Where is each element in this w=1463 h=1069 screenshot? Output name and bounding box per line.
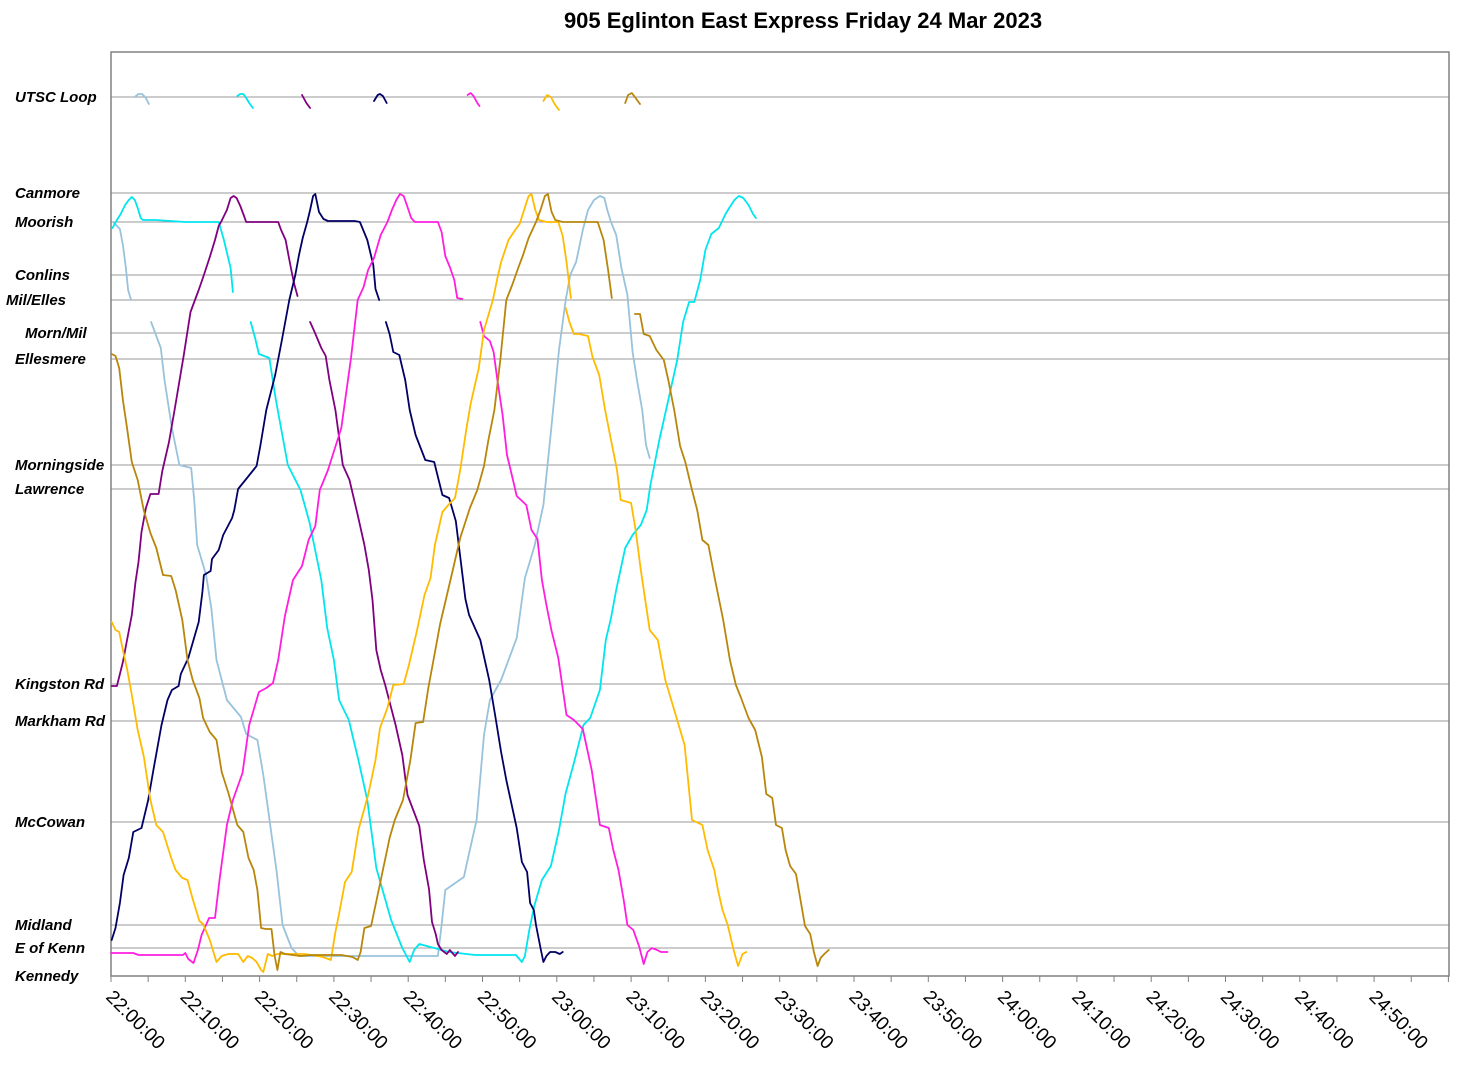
trip-trace — [249, 195, 757, 963]
trip-trace — [111, 196, 234, 293]
x-tick-label: 23:50:00 — [919, 987, 986, 1054]
trip-trace — [133, 93, 150, 105]
x-tick-label: 22:40:00 — [399, 987, 466, 1054]
stop-label-markham-rd: Markham Rd — [15, 713, 106, 730]
x-tick-label: 23:10:00 — [622, 987, 689, 1054]
trip-trace — [110, 193, 572, 973]
x-tick-label: 24:40:00 — [1290, 987, 1357, 1054]
plot-area-frame — [110, 51, 1450, 977]
x-tick-label: 24:30:00 — [1216, 987, 1283, 1054]
vehicle-traces — [110, 92, 830, 973]
trip-trace — [110, 195, 299, 687]
stop-label-midland: Midland — [15, 917, 72, 934]
stop-label-mccowan: McCowan — [15, 814, 85, 831]
x-tick-label: 22:10:00 — [176, 987, 243, 1054]
x-tick-label: 22:30:00 — [324, 987, 391, 1054]
stop-label-kingston-rd: Kingston Rd — [15, 676, 105, 693]
trip-trace — [110, 193, 381, 941]
trip-trace — [542, 94, 560, 111]
series-3 — [110, 94, 459, 957]
trip-trace — [112, 221, 133, 301]
trip-trace — [110, 193, 613, 971]
x-tick-label: 22:00:00 — [101, 987, 168, 1054]
trip-trace — [564, 307, 748, 967]
trip-trace — [301, 94, 312, 109]
stop-label-e-of-kenn: E of Kenn — [15, 940, 85, 957]
trip-trace — [110, 193, 464, 964]
x-axis-tick-labels: 22:00:00 22:10:00 22:20:00 22:30:00 22:40:00… — [101, 987, 1431, 1054]
series-1 — [112, 93, 651, 957]
stop-label-canmore: Canmore — [15, 185, 80, 202]
trip-trace — [236, 93, 254, 109]
x-tick-label: 24:10:00 — [1067, 987, 1134, 1054]
trip-trace — [150, 195, 651, 957]
grid-lines — [111, 96, 1449, 949]
x-tick-label: 24:50:00 — [1365, 987, 1432, 1054]
stop-label-conlins: Conlins — [15, 267, 70, 284]
chart-title: 905 Eglinton East Express Friday 24 Mar … — [564, 8, 1042, 33]
trip-trace — [466, 92, 481, 107]
trip-trace — [479, 321, 669, 965]
stop-label-ellesmere: Ellesmere — [15, 351, 86, 368]
stop-label-lawrence: Lawrence — [15, 481, 84, 498]
stop-label-moorish: Moorish — [15, 214, 73, 231]
trip-trace — [384, 321, 564, 963]
trip-trace — [633, 313, 830, 967]
series-2 — [111, 93, 757, 963]
x-tick-label: 23:40:00 — [844, 987, 911, 1054]
trip-trace — [373, 93, 388, 104]
x-tick-label: 23:30:00 — [770, 987, 837, 1054]
trip-trace — [309, 321, 459, 957]
x-tick-label: 22:50:00 — [473, 987, 540, 1054]
trip-trace — [624, 92, 641, 105]
stop-label-utsc-loop: UTSC Loop — [15, 89, 97, 106]
x-axis-ticks — [110, 976, 1449, 982]
x-tick-label: 23:20:00 — [696, 987, 763, 1054]
series-4 — [110, 93, 564, 963]
x-tick-label: 23:00:00 — [547, 987, 614, 1054]
x-tick-label: 24:00:00 — [993, 987, 1060, 1054]
stop-label-morningside: Morningside — [15, 457, 104, 474]
x-tick-label: 22:20:00 — [250, 987, 317, 1054]
stop-label-mil-elles: Mil/Elles — [6, 292, 66, 309]
series-7 — [110, 92, 830, 971]
stop-label-kennedy: Kennedy — [15, 968, 79, 985]
series-5 — [110, 92, 669, 965]
stop-labels: UTSC Loop Canmore Moorish Conlins Mil/Elles M… — [6, 89, 106, 985]
x-tick-label: 24:20:00 — [1142, 987, 1209, 1054]
stop-label-morn-mil: Morn/Mil — [25, 325, 87, 342]
series-6 — [110, 94, 748, 973]
